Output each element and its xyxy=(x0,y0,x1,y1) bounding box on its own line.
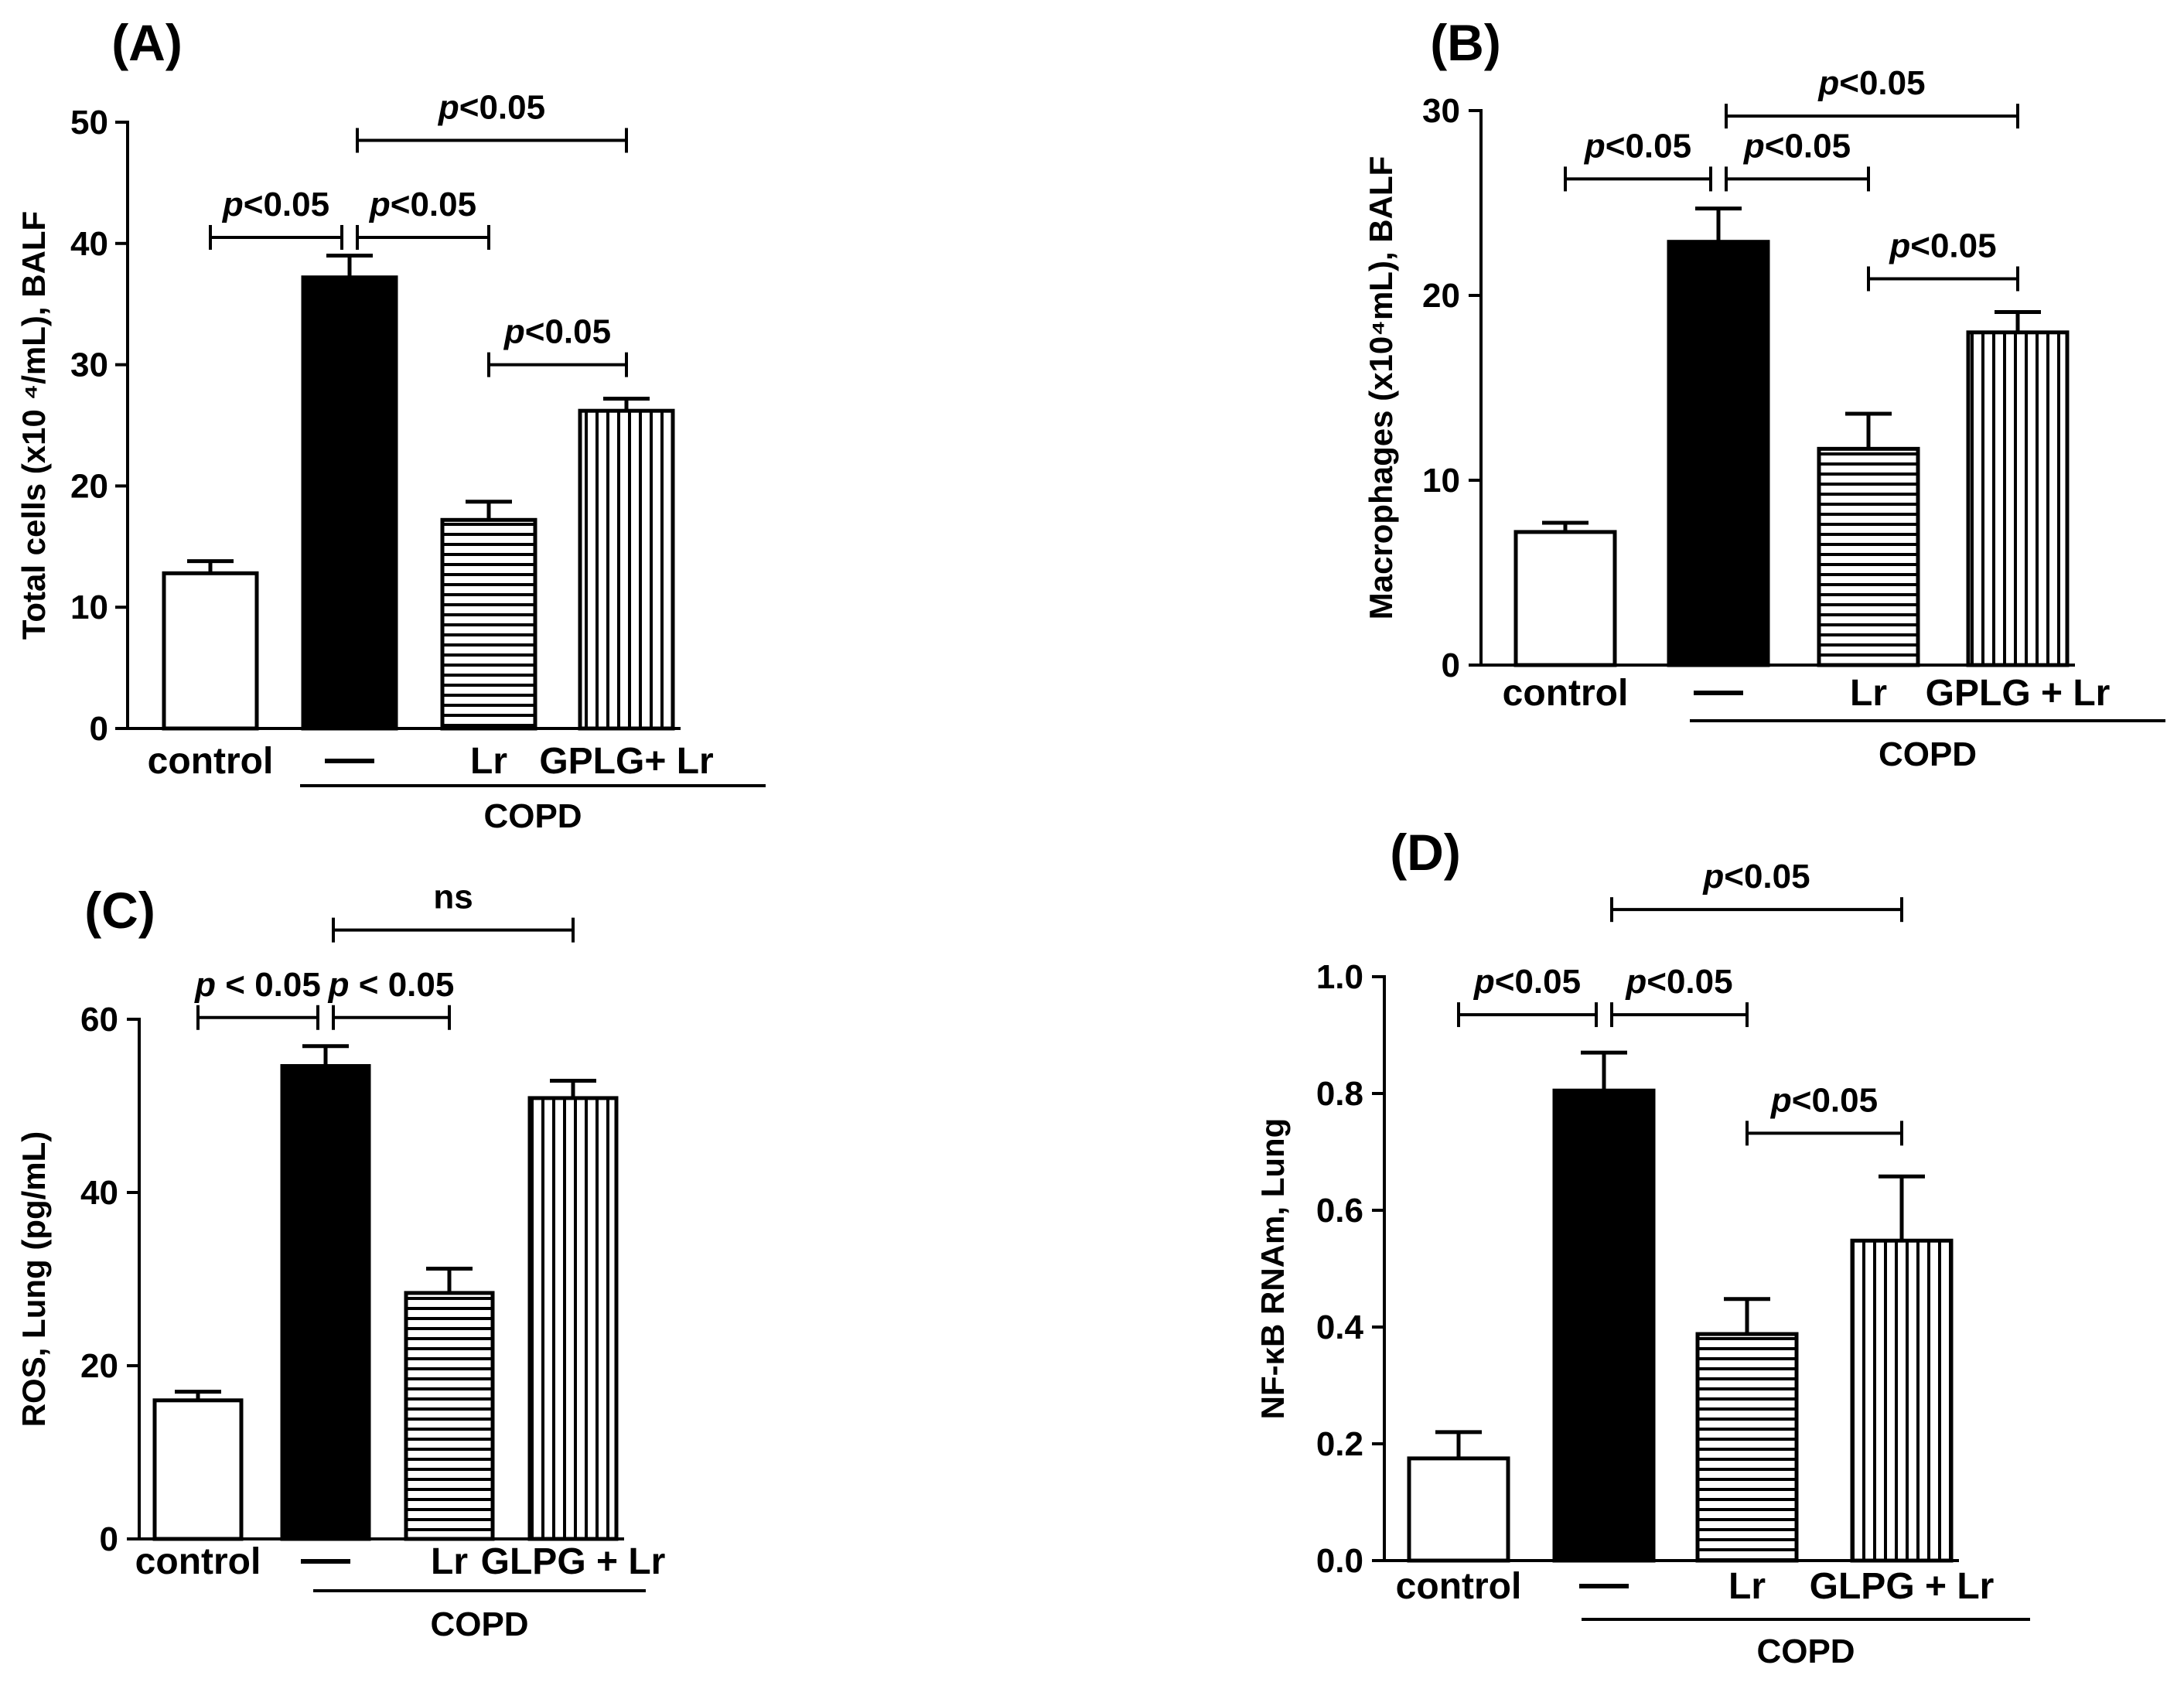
y-tick-label: 40 xyxy=(70,225,108,263)
y-tick-label: 40 xyxy=(80,1174,118,1212)
panel-label: (C) xyxy=(84,882,155,939)
significance-label: p<0.05 xyxy=(1743,127,1851,165)
significance-label: ns xyxy=(433,879,473,916)
category-label: GLPG + Lr xyxy=(1810,1566,1995,1607)
significance-label: p<0.05 xyxy=(1817,64,1925,102)
bar xyxy=(1850,1238,1954,1563)
y-tick-label: 20 xyxy=(80,1347,118,1385)
y-tick-label: 0 xyxy=(90,710,108,748)
bar xyxy=(1552,1088,1656,1563)
significance-label: p<0.05 xyxy=(1473,963,1581,1001)
y-axis-label: Total cells (x10 ⁴/mL), BALF xyxy=(15,211,52,640)
y-tick-label: 0 xyxy=(1442,647,1460,684)
group-label: COPD xyxy=(430,1605,528,1643)
y-tick-label: 30 xyxy=(1422,92,1460,130)
y-tick-label: 0.8 xyxy=(1316,1075,1363,1113)
category-label: Lr xyxy=(1850,673,1887,714)
bar xyxy=(1513,530,1617,667)
category-label: — xyxy=(331,741,368,782)
chart-panel-d: (D) 0.0 0.2 0.4 0.6 0.8 1.0 NF-κB RNAm, Lung con… xyxy=(1254,824,2030,1670)
y-tick-label: 0 xyxy=(100,1520,118,1558)
category-label: Lr xyxy=(431,1541,468,1582)
bar xyxy=(578,408,675,731)
y-tick-label: 0.4 xyxy=(1316,1308,1364,1346)
significance-label: p < 0.05 xyxy=(328,966,455,1004)
y-tick-label: 30 xyxy=(70,346,108,384)
bar xyxy=(1817,446,1920,667)
category-label: GPLG + Lr xyxy=(1926,673,2111,714)
bar xyxy=(162,571,259,731)
significance-label: p<0.05 xyxy=(503,313,611,351)
bar xyxy=(1407,1456,1510,1563)
bar xyxy=(527,1096,619,1541)
group-label: COPD xyxy=(483,797,582,835)
y-tick-label: 50 xyxy=(70,104,108,142)
bar xyxy=(301,275,398,731)
y-tick-label: 1.0 xyxy=(1316,958,1363,996)
category-label: GPLG+ Lr xyxy=(539,741,713,782)
category-label: — xyxy=(1585,1566,1623,1607)
chart-panel-c: (C) 0 20 40 60 ROS, Lung (pg/mL) control — Lr GLP… xyxy=(15,879,665,1643)
y-axis-label: ROS, Lung (pg/mL) xyxy=(15,1131,52,1428)
significance-label: p<0.05 xyxy=(438,89,545,127)
significance-label: p<0.05 xyxy=(1625,963,1732,1001)
significance-label: p < 0.05 xyxy=(194,966,321,1004)
significance-label: p<0.05 xyxy=(1889,227,1996,264)
category-label: control xyxy=(1396,1566,1522,1607)
y-tick-label: 20 xyxy=(1422,277,1460,315)
category-label: control xyxy=(1503,673,1629,714)
bar xyxy=(152,1398,244,1541)
group-label: COPD xyxy=(1756,1633,1855,1670)
bar xyxy=(1695,1332,1799,1563)
y-tick-label: 10 xyxy=(70,589,108,626)
significance-label: p<0.05 xyxy=(1584,127,1691,165)
significance-label: p<0.05 xyxy=(222,186,329,223)
category-label: — xyxy=(307,1541,344,1582)
category-label: Lr xyxy=(470,741,507,782)
y-tick-label: 60 xyxy=(80,1001,118,1039)
category-label: control xyxy=(148,741,274,782)
category-label: control xyxy=(135,1541,261,1582)
bar xyxy=(404,1291,495,1541)
y-tick-label: 10 xyxy=(1422,462,1460,500)
chart-panel-b: (B) 0 10 20 30 Macrophages (x10⁴mL), BALF cont… xyxy=(1363,14,2165,773)
category-label: Lr xyxy=(1728,1566,1766,1607)
group-label: COPD xyxy=(1879,735,1977,773)
y-tick-label: 0.2 xyxy=(1316,1425,1363,1463)
bar xyxy=(1966,330,2070,667)
significance-label: p<0.05 xyxy=(1702,858,1810,896)
y-tick-label: 0.6 xyxy=(1316,1192,1363,1230)
panel-label: (B) xyxy=(1430,14,1501,71)
panel-label: (A) xyxy=(111,14,183,71)
significance-label: p<0.05 xyxy=(369,186,476,223)
bar xyxy=(440,517,537,731)
bar xyxy=(1667,240,1770,667)
y-tick-label: 0.0 xyxy=(1316,1542,1363,1580)
bar xyxy=(280,1063,371,1541)
chart-panel-a: (A) 0 10 20 30 40 50 Total cells (x10 ⁴/mL), BA… xyxy=(15,14,766,835)
panel-label: (D) xyxy=(1390,824,1461,881)
significance-label: p<0.05 xyxy=(1770,1081,1878,1119)
y-tick-label: 20 xyxy=(70,467,108,505)
y-axis-label: NF-κB RNAm, Lung xyxy=(1254,1118,1291,1420)
category-label: — xyxy=(1700,673,1737,714)
y-axis-label: Macrophages (x10⁴mL), BALF xyxy=(1363,156,1399,620)
category-label: GLPG + Lr xyxy=(481,1541,666,1582)
